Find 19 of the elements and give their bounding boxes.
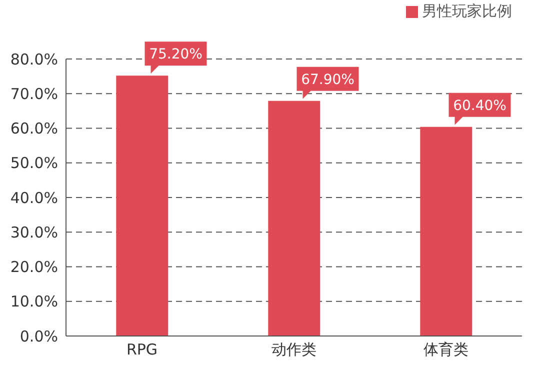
y-tick-label: 60.0% [10, 120, 58, 138]
x-tick-label: RPG [126, 340, 158, 359]
bar [116, 76, 168, 336]
x-tick-label: 动作类 [272, 340, 316, 359]
y-tick-label: 10.0% [10, 292, 58, 311]
y-tick-label: 30.0% [10, 223, 58, 242]
x-tick-label: 体育类 [424, 340, 468, 359]
y-tick-label: 0.0% [20, 327, 58, 346]
y-tick-label: 70.0% [10, 84, 58, 103]
y-tick-label: 20.0% [10, 258, 58, 276]
y-tick-label: 40.0% [10, 188, 58, 207]
data-label: 67.90% [301, 72, 354, 88]
bar [268, 100, 320, 336]
bar [420, 126, 472, 336]
legend-label: 男性玩家比例 [422, 2, 512, 20]
y-tick-label: 80.0% [10, 50, 58, 68]
y-tick-label: 50.0% [10, 154, 58, 172]
data-label: 60.40% [453, 98, 506, 114]
data-label: 75.20% [149, 46, 202, 63]
